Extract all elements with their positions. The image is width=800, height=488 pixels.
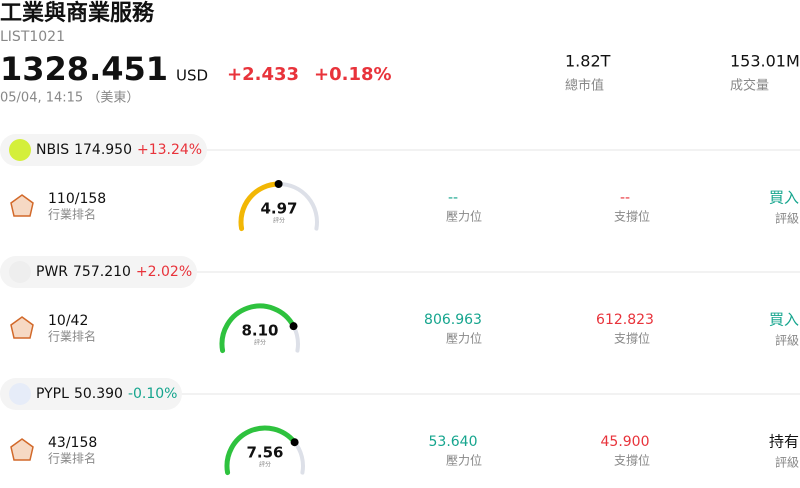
price: 1328.451: [0, 50, 168, 88]
score-label: 評分: [273, 217, 285, 225]
support: --: [620, 190, 630, 206]
rating: 持有: [769, 433, 799, 451]
stat-label: 總市值: [565, 78, 604, 94]
ticker-price: 50.390: [74, 386, 123, 402]
change: +2.433: [227, 64, 299, 85]
time: 05/04, 14:15 （美東）: [0, 90, 139, 106]
ticker: PWR: [36, 264, 68, 280]
ticker-pill: [0, 134, 207, 166]
ticker-line: PYPL 50.390 -0.10%: [36, 386, 177, 402]
ticker-icon: [9, 261, 31, 283]
resistance: 53.640: [429, 434, 478, 450]
rating-label: 評級: [775, 333, 799, 348]
support: 612.823: [596, 312, 654, 328]
ticker-pill: [0, 378, 182, 410]
score: 4.97: [260, 200, 297, 218]
ticker-price: 174.950: [74, 142, 132, 158]
title: 工業與商業服務: [0, 0, 155, 26]
rank-label: 行業排名: [48, 329, 96, 344]
rank-label: 行業排名: [48, 451, 96, 466]
score-label: 評分: [259, 461, 271, 469]
resistance-label: 壓力位: [446, 453, 482, 468]
rank: 110/158: [48, 191, 106, 207]
support-label: 支撐位: [614, 331, 650, 346]
score-label: 評分: [254, 339, 266, 347]
rank: 43/158: [48, 435, 97, 451]
ticker-change: +2.02%: [136, 264, 192, 280]
rating: 買入: [769, 311, 799, 329]
rank-icon: [10, 438, 34, 461]
support-label: 支撐位: [614, 453, 650, 468]
ticker: PYPL: [36, 386, 69, 402]
stat-label: 成交量: [730, 78, 769, 94]
change-pct: +0.18%: [314, 64, 392, 85]
code: LIST1021: [0, 29, 65, 45]
rank-icon: [10, 194, 34, 217]
score: 8.10: [241, 322, 278, 340]
support: 45.900: [601, 434, 650, 450]
support-label: 支撐位: [614, 209, 650, 224]
ticker: NBIS: [36, 142, 69, 158]
gauge-dot: [290, 438, 299, 447]
score: 7.56: [246, 444, 283, 462]
currency: USD: [176, 67, 208, 85]
resistance-label: 壓力位: [446, 209, 482, 224]
ticker-icon: [9, 139, 31, 161]
gauge-fill: [219, 303, 297, 354]
resistance: --: [448, 190, 458, 206]
rating-label: 評級: [775, 455, 799, 470]
ticker-pill: [0, 256, 197, 288]
gauge-fill: [238, 181, 282, 232]
ticker-icon: [9, 383, 31, 405]
gauge-dot: [274, 180, 283, 189]
ticker-change: -0.10%: [128, 386, 178, 402]
ticker-line: PWR 757.210 +2.02%: [36, 264, 192, 280]
rank: 10/42: [48, 313, 88, 329]
stat-value: 1.82T: [565, 52, 611, 71]
stat-value: 153.01M: [730, 52, 800, 71]
ticker-price: 757.210: [73, 264, 131, 280]
ticker-line: NBIS 174.950 +13.24%: [36, 142, 202, 158]
rating-label: 評級: [775, 211, 799, 226]
rating: 買入: [769, 189, 799, 207]
resistance: 806.963: [424, 312, 482, 328]
rank-icon: [10, 316, 34, 339]
ticker-change: +13.24%: [137, 142, 202, 158]
gauge-fill: [224, 425, 298, 476]
rank-label: 行業排名: [48, 207, 96, 222]
gauge-dot: [289, 322, 298, 331]
resistance-label: 壓力位: [446, 331, 482, 346]
